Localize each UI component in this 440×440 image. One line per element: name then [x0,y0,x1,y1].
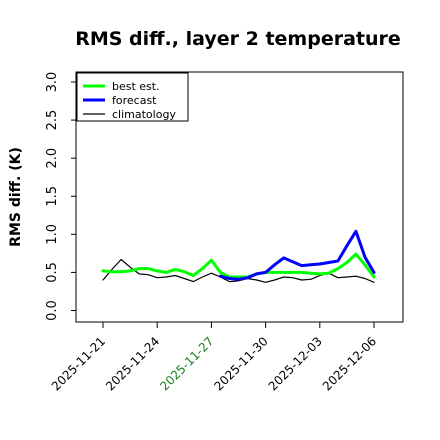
x-tick-label: 2025-11-27 [157,334,216,393]
x-tick-label: 2025-11-30 [212,334,271,393]
series-layer [101,229,376,283]
plot-frame [75,71,404,323]
series-line-forecast [218,229,376,281]
y-axis-label: RMS diff. (K) [8,147,24,247]
legend-label: best est. [112,80,160,93]
chart-title: RMS diff., layer 2 temperature [75,28,401,50]
series-line-best-est [101,252,376,279]
x-tick-label: 2025-11-21 [49,334,108,393]
x-tick-label: 2025-12-06 [320,334,379,393]
legend-box [76,72,189,122]
y-tick-label: 0.5 [45,262,60,283]
y-tick-label: 1.0 [45,224,60,245]
y-tick-label: 1.5 [45,186,60,207]
x-axis: 2025-11-212025-11-242025-11-272025-11-30… [49,322,379,393]
legend-label: forecast [112,94,157,107]
y-tick-label: 2.0 [45,148,60,169]
y-tick-label: 3.0 [45,72,60,93]
y-axis: 0.0 0.5 1.0 1.5 2.0 2.5 3.0 [45,72,76,321]
x-tick-label: 2025-11-24 [103,334,162,393]
x-tick-label: 2025-12-03 [266,334,325,393]
legend-label: climatology [112,108,176,121]
y-tick-label: 0.0 [45,300,60,321]
y-tick-label: 2.5 [45,110,60,131]
